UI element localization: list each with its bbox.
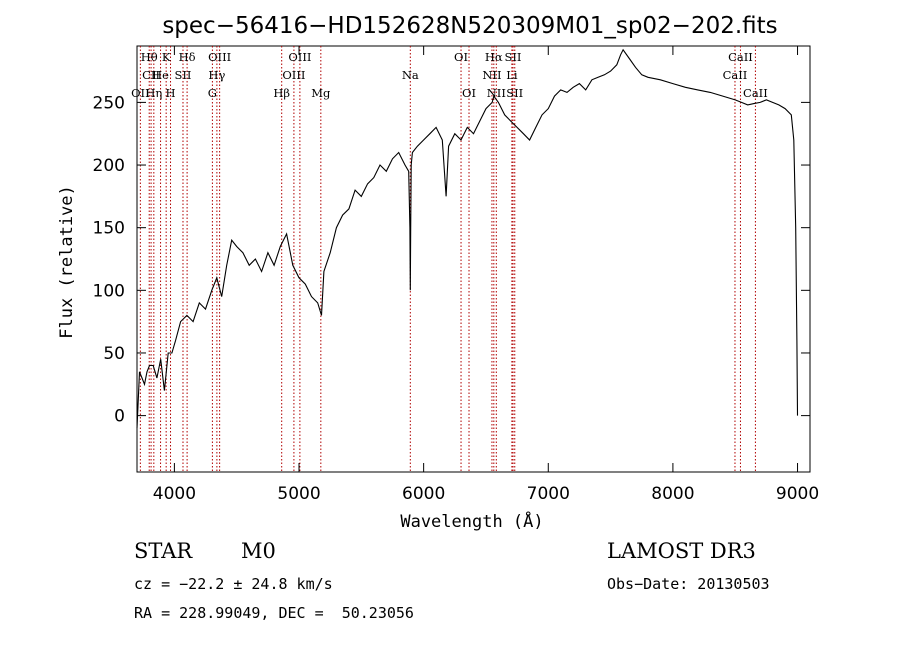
spectral-line-label: OIII: [288, 50, 311, 64]
spectral-line-label: CaII: [728, 50, 753, 64]
survey-name: LAMOST DR3: [607, 539, 756, 563]
spectral-line-label: OI: [454, 50, 468, 64]
spectral-line-label: NII: [487, 86, 506, 100]
spectral-line-label: CII: [142, 68, 160, 82]
spectral-line-label: SII: [175, 68, 192, 82]
spectral-line-label: G: [208, 86, 217, 100]
spectral-line-markers: [139, 46, 756, 472]
y-axis-ticks: 0 50 100 150 200 250: [93, 93, 810, 427]
x-tick-label: 4000: [153, 484, 196, 504]
spectrum-line: [136, 48, 799, 429]
spectral-line-label: Na: [402, 68, 419, 82]
x-axis-ticks: 4000 5000 6000 7000 8000 9000: [153, 46, 819, 504]
spectral-line-label: Hθ: [141, 50, 158, 64]
x-axis-label: Wavelength (Å): [400, 510, 543, 532]
spectral-line-label: OII: [131, 86, 150, 100]
plot-frame: [136, 45, 811, 473]
spectral-line-label: NII: [482, 68, 501, 82]
x-tick-label: 5000: [277, 484, 320, 504]
spectral-line-label: SII: [505, 50, 522, 64]
y-tick-label: 100: [93, 281, 125, 301]
y-tick-label: 50: [103, 344, 125, 364]
spectral-line-label: CaII: [723, 68, 748, 82]
y-tick-label: 250: [93, 93, 125, 113]
spectral-line-label: OI: [462, 86, 476, 100]
x-tick-label: 7000: [527, 484, 570, 504]
y-axis-label: Flux (relative): [57, 185, 77, 339]
chart-title: spec−56416−HD152628N520309M01_sp02−202.f…: [162, 13, 777, 39]
spectral-line-label: Hβ: [273, 86, 290, 100]
x-tick-label: 8000: [651, 484, 694, 504]
x-tick-label: 9000: [776, 484, 819, 504]
object-class: STAR: [134, 539, 193, 563]
observation-date: Obs−Date: 20130503: [607, 575, 770, 593]
spectral-line-label: Hα: [485, 50, 503, 64]
y-tick-label: 150: [93, 219, 125, 239]
object-subclass: M0: [241, 539, 276, 563]
spectral-line-label: CaII: [743, 86, 768, 100]
y-tick-label: 0: [114, 407, 125, 427]
spectral-line-label: OIII: [282, 68, 305, 82]
spectral-line-label: SII: [506, 86, 523, 100]
spectral-line-label: Hδ: [179, 50, 196, 64]
spectral-line-label: H: [166, 86, 176, 100]
spectral-line-label: K: [162, 50, 171, 64]
spectral-line-label: Hγ: [208, 68, 225, 82]
spectral-line-label: He: [152, 68, 169, 82]
redshift-cz: cz = −22.2 ± 24.8 km/s: [134, 575, 333, 593]
spectral-line-label: Mg: [311, 86, 331, 100]
ra-dec-coordinates: RA = 228.99049, DEC = 50.23056: [134, 604, 414, 622]
y-tick-label: 200: [93, 156, 125, 176]
x-tick-label: 6000: [402, 484, 445, 504]
spectral-line-label: Li: [506, 68, 518, 82]
spectral-line-label: OIII: [208, 50, 231, 64]
spectral-line-label: Hη: [145, 86, 162, 100]
